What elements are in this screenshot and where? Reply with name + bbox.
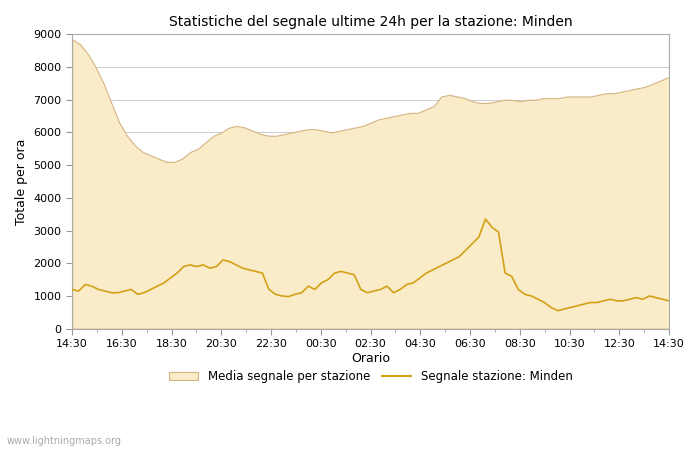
Title: Statistiche del segnale ultime 24h per la stazione: Minden: Statistiche del segnale ultime 24h per l… [169, 15, 573, 29]
Legend: Media segnale per stazione, Segnale stazione: Minden: Media segnale per stazione, Segnale staz… [164, 365, 578, 387]
Y-axis label: Totale per ora: Totale per ora [15, 138, 28, 225]
Text: www.lightningmaps.org: www.lightningmaps.org [7, 436, 122, 446]
X-axis label: Orario: Orario [351, 352, 390, 365]
